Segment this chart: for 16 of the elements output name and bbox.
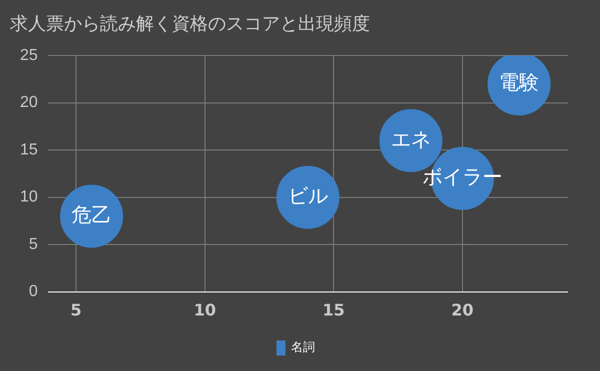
- y-tick-label: 10: [20, 188, 38, 206]
- annotation: 危乙: [72, 202, 112, 226]
- legend-label: 名詞: [291, 340, 315, 354]
- y-tick-label: 15: [20, 141, 38, 158]
- y-tick-label: 5: [28, 236, 38, 253]
- annotation: ビル: [288, 184, 328, 208]
- y-tick-label: 25: [20, 47, 38, 64]
- y-tick-label: 20: [20, 94, 38, 112]
- chart-title: 求人票から読み解く資格のスコアと出現頻度: [10, 13, 370, 34]
- x-tick-label: 15: [322, 300, 345, 320]
- y-tick-label: 0: [28, 283, 38, 300]
- x-tick-label: 20: [451, 300, 474, 320]
- x-tick-label: 5: [70, 300, 82, 320]
- x-tick-label: 10: [194, 300, 216, 320]
- annotation: 電験: [499, 70, 540, 94]
- annotation: エネ: [390, 126, 431, 151]
